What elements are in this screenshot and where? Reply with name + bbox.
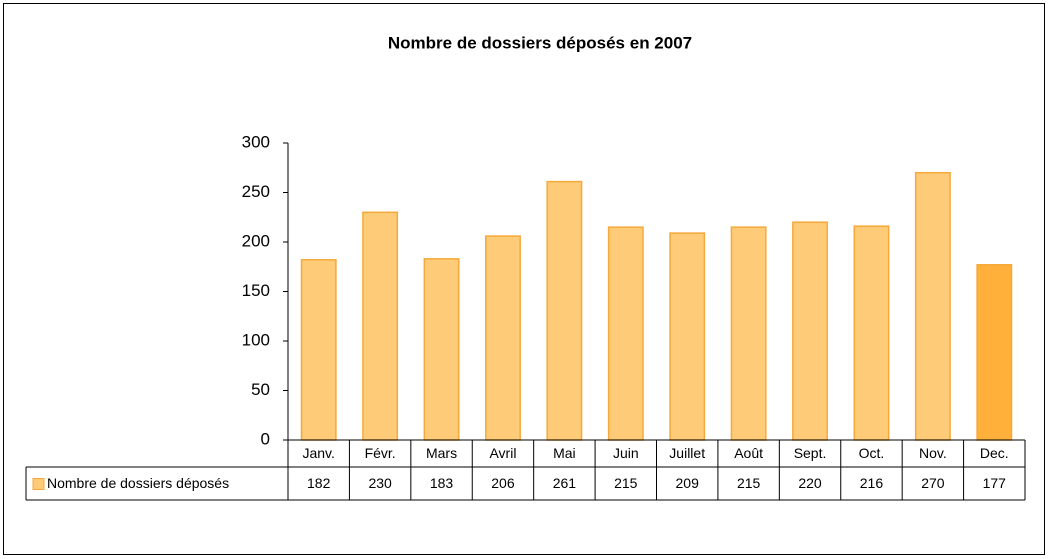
- x-tick-label: Dec.: [980, 445, 1009, 461]
- x-tick-label: Oct.: [859, 445, 885, 461]
- bar: [607, 226, 644, 441]
- table-value: 183: [430, 475, 454, 491]
- table-value: 206: [491, 475, 515, 491]
- table-value: 182: [307, 475, 331, 491]
- x-tick-label: Mai: [553, 445, 576, 461]
- y-tick-label: 100: [242, 330, 270, 349]
- table-value: 230: [368, 475, 392, 491]
- table-value: 215: [737, 475, 761, 491]
- chart-title: Nombre de dossiers déposés en 2007: [388, 33, 692, 52]
- x-tick-label: Juin: [613, 445, 639, 461]
- bar: [792, 221, 828, 441]
- table-value: 177: [983, 475, 1007, 491]
- x-tick-label: Juillet: [669, 445, 705, 461]
- x-tick-label: Mars: [426, 445, 457, 461]
- table-value: 215: [614, 475, 638, 491]
- bar: [976, 264, 1013, 441]
- legend-label: Nombre de dossiers déposés: [47, 475, 229, 491]
- table-value: 220: [798, 475, 822, 491]
- table-value: 216: [860, 475, 884, 491]
- bar: [362, 211, 399, 441]
- table-value: 209: [676, 475, 700, 491]
- x-tick-label: Nov.: [919, 445, 947, 461]
- bar: [669, 232, 706, 441]
- bar: [485, 235, 521, 441]
- x-tick-label: Août: [734, 445, 763, 461]
- x-tick-label: Sept.: [794, 445, 827, 461]
- y-tick-label: 200: [242, 231, 270, 250]
- bar: [423, 258, 460, 441]
- y-tick-label: 150: [242, 281, 270, 300]
- table-value: 270: [921, 475, 945, 491]
- y-tick-label: 0: [261, 429, 270, 448]
- bar: [853, 225, 890, 441]
- bar: [730, 226, 767, 441]
- bar: [546, 180, 583, 441]
- bar: [300, 259, 337, 441]
- y-tick-label: 50: [251, 380, 270, 399]
- bar: [914, 171, 951, 441]
- x-tick-label: Janv.: [302, 445, 334, 461]
- x-tick-label: Avril: [489, 445, 516, 461]
- legend-swatch: [32, 478, 45, 490]
- table-value: 261: [553, 475, 577, 491]
- y-tick-label: 250: [242, 182, 270, 201]
- x-tick-label: Févr.: [365, 445, 396, 461]
- y-tick-label: 300: [242, 132, 270, 151]
